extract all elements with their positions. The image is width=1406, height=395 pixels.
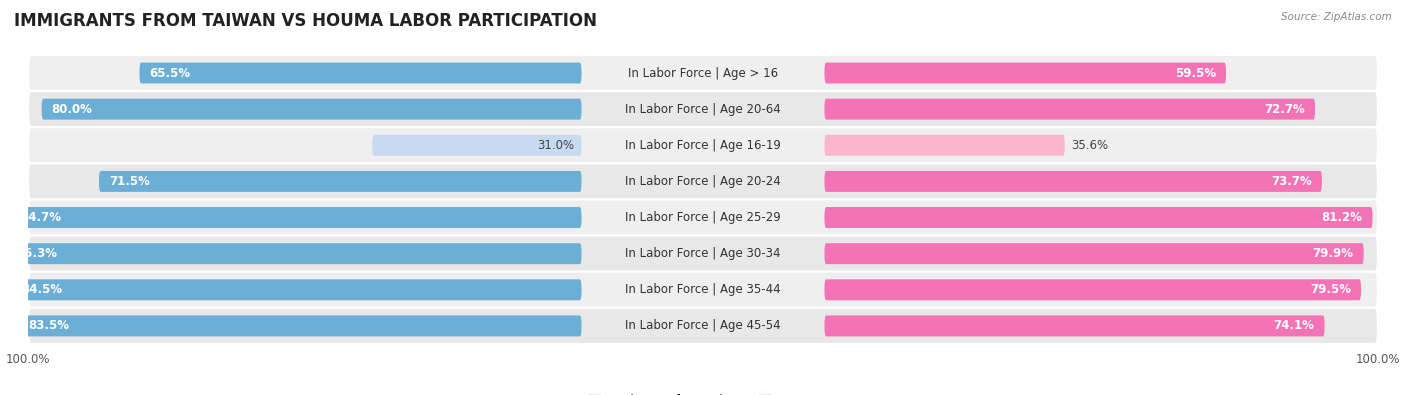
Text: In Labor Force | Age 20-64: In Labor Force | Age 20-64 [626, 103, 780, 116]
FancyBboxPatch shape [28, 91, 1378, 127]
Text: In Labor Force | Age 45-54: In Labor Force | Age 45-54 [626, 320, 780, 333]
Text: 85.3%: 85.3% [15, 247, 58, 260]
Text: 73.7%: 73.7% [1271, 175, 1312, 188]
FancyBboxPatch shape [28, 164, 1378, 199]
Text: 59.5%: 59.5% [1175, 66, 1216, 79]
FancyBboxPatch shape [824, 99, 1315, 120]
Text: 74.1%: 74.1% [1274, 320, 1315, 333]
FancyBboxPatch shape [824, 279, 1361, 300]
Text: In Labor Force | Age > 16: In Labor Force | Age > 16 [628, 66, 778, 79]
FancyBboxPatch shape [28, 308, 1378, 344]
FancyBboxPatch shape [98, 171, 582, 192]
FancyBboxPatch shape [139, 62, 582, 83]
FancyBboxPatch shape [11, 279, 582, 300]
Text: 83.5%: 83.5% [28, 320, 69, 333]
FancyBboxPatch shape [28, 272, 1378, 308]
Text: In Labor Force | Age 30-34: In Labor Force | Age 30-34 [626, 247, 780, 260]
Text: 65.5%: 65.5% [149, 66, 191, 79]
FancyBboxPatch shape [824, 135, 1064, 156]
Text: In Labor Force | Age 16-19: In Labor Force | Age 16-19 [626, 139, 780, 152]
Text: 80.0%: 80.0% [52, 103, 93, 116]
FancyBboxPatch shape [824, 62, 1226, 83]
Text: 71.5%: 71.5% [110, 175, 150, 188]
Text: In Labor Force | Age 35-44: In Labor Force | Age 35-44 [626, 283, 780, 296]
Text: In Labor Force | Age 25-29: In Labor Force | Age 25-29 [626, 211, 780, 224]
Text: Source: ZipAtlas.com: Source: ZipAtlas.com [1281, 12, 1392, 22]
FancyBboxPatch shape [373, 135, 582, 156]
FancyBboxPatch shape [28, 55, 1378, 91]
Legend: Immigrants from Taiwan, Houma: Immigrants from Taiwan, Houma [588, 394, 818, 395]
Text: 31.0%: 31.0% [537, 139, 575, 152]
Text: 81.2%: 81.2% [1322, 211, 1362, 224]
Text: In Labor Force | Age 20-24: In Labor Force | Age 20-24 [626, 175, 780, 188]
Text: 84.5%: 84.5% [21, 283, 62, 296]
Text: IMMIGRANTS FROM TAIWAN VS HOUMA LABOR PARTICIPATION: IMMIGRANTS FROM TAIWAN VS HOUMA LABOR PA… [14, 12, 598, 30]
FancyBboxPatch shape [6, 243, 582, 264]
FancyBboxPatch shape [10, 207, 582, 228]
Text: 35.6%: 35.6% [1071, 139, 1108, 152]
Text: 84.7%: 84.7% [20, 211, 60, 224]
FancyBboxPatch shape [824, 243, 1364, 264]
FancyBboxPatch shape [42, 99, 582, 120]
FancyBboxPatch shape [28, 127, 1378, 164]
FancyBboxPatch shape [18, 316, 582, 337]
FancyBboxPatch shape [28, 235, 1378, 272]
Text: 72.7%: 72.7% [1264, 103, 1305, 116]
FancyBboxPatch shape [824, 171, 1322, 192]
FancyBboxPatch shape [824, 207, 1372, 228]
FancyBboxPatch shape [28, 199, 1378, 235]
Text: 79.5%: 79.5% [1310, 283, 1351, 296]
FancyBboxPatch shape [824, 316, 1324, 337]
Text: 79.9%: 79.9% [1313, 247, 1354, 260]
